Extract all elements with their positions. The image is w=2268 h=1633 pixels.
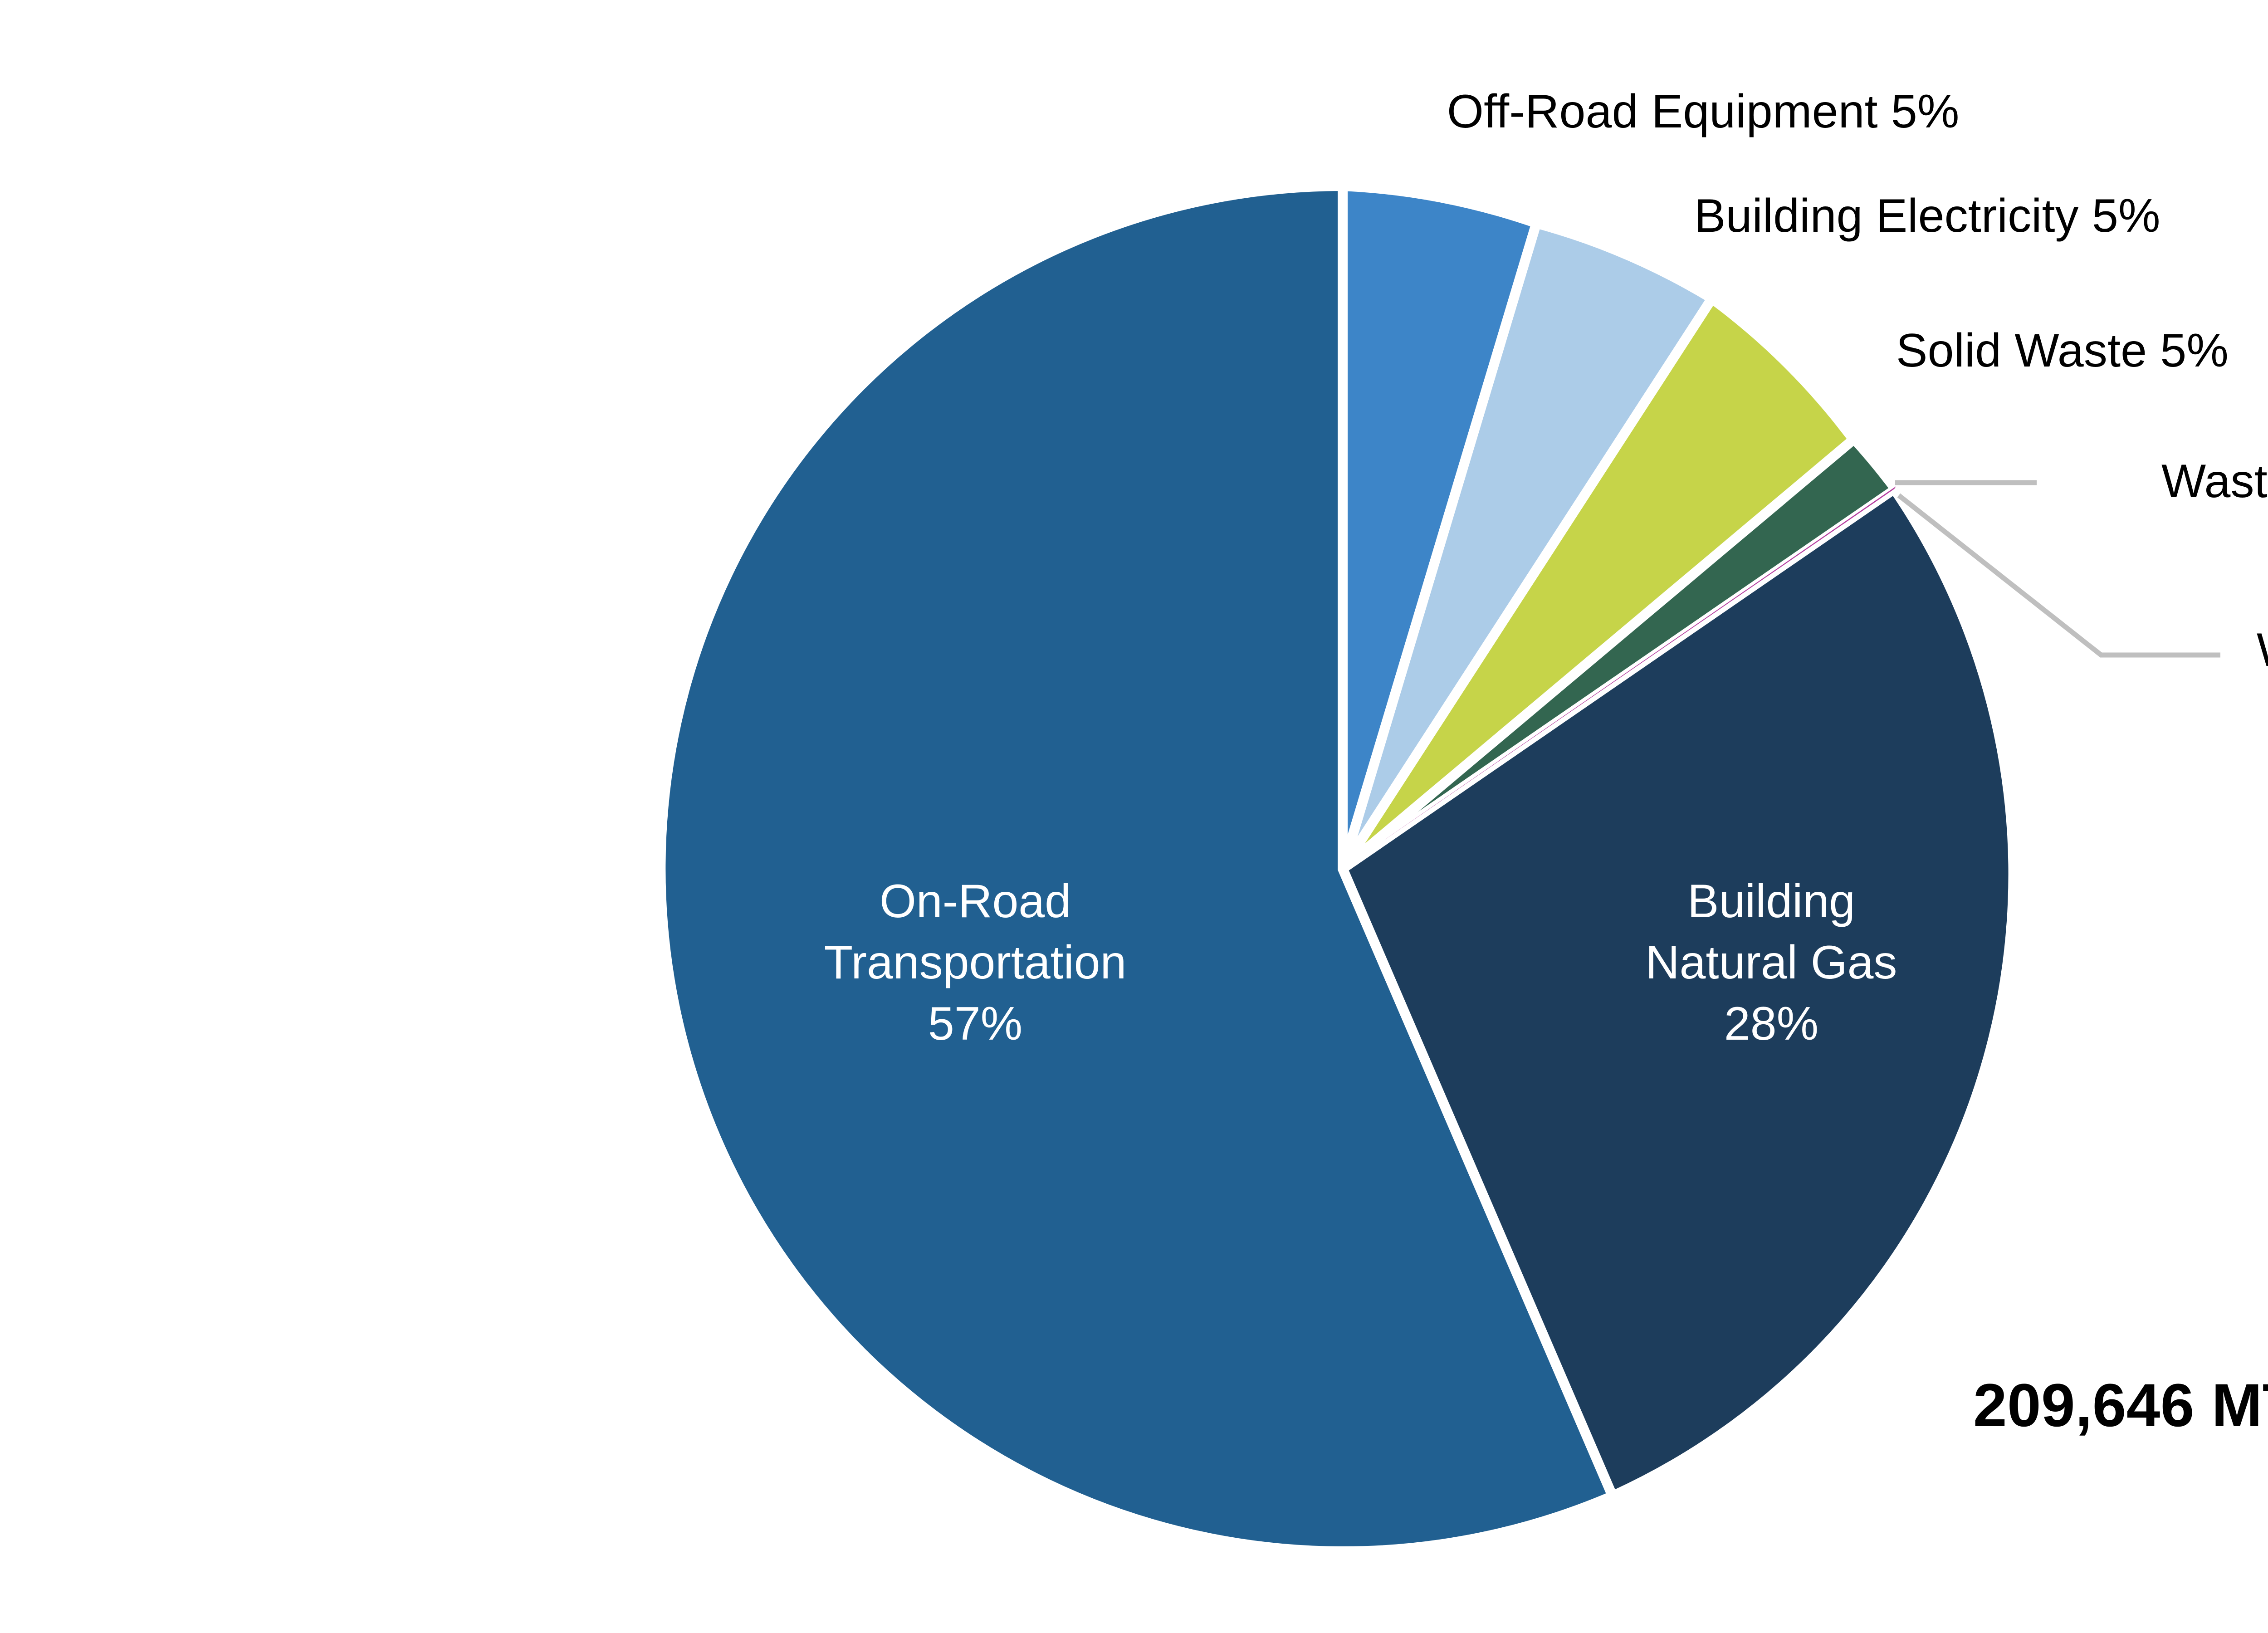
- leader-line-water: [1897, 493, 2220, 658]
- slice-label-on-road-line1: On-Road: [880, 875, 1071, 928]
- slice-label-natural-gas-line2: Natural Gas: [1645, 936, 1897, 989]
- slice-label-on-road-transportation: On-Road Transportation 57%: [744, 871, 1207, 1055]
- pie-slice-off-road-equipment[interactable]: [1338, 181, 1541, 874]
- slice-label-natural-gas-line1: Building: [1687, 875, 1856, 928]
- callout-label-building-electricity: Building Electricity 5%: [1694, 190, 2160, 242]
- pie-slice-on-road-transportation[interactable]: [655, 181, 1618, 1556]
- slice-label-on-road-line2: Transportation: [824, 936, 1127, 989]
- leader-lines: [1895, 480, 2220, 658]
- pie-slice-building-electricity[interactable]: [1338, 218, 1717, 874]
- callout-label-off-road-equipment: Off-Road Equipment 5%: [1447, 85, 1960, 138]
- slice-label-on-road-value: 57%: [928, 997, 1023, 1051]
- callout-label-water: Water <0.1%: [2257, 622, 2268, 678]
- slice-label-building-natural-gas: Building Natural Gas 28%: [1572, 871, 1971, 1055]
- pie-slices: [655, 181, 2019, 1556]
- callout-label-wastewater: Wastewater <1%: [2161, 455, 2268, 508]
- pie-slice-solid-waste[interactable]: [1338, 293, 1858, 874]
- total-emissions-annotation: 209,646 MT CO2e: [1973, 1371, 2268, 1442]
- callout-label-solid-waste: Solid Waste 5%: [1896, 324, 2229, 377]
- pie-slice-water[interactable]: [1343, 486, 1896, 869]
- pie-slice-building-natural-gas[interactable]: [1338, 484, 2019, 1501]
- total-emissions-value: 209,646 MT CO: [1973, 1372, 2268, 1439]
- slice-label-natural-gas-value: 28%: [1724, 997, 1819, 1051]
